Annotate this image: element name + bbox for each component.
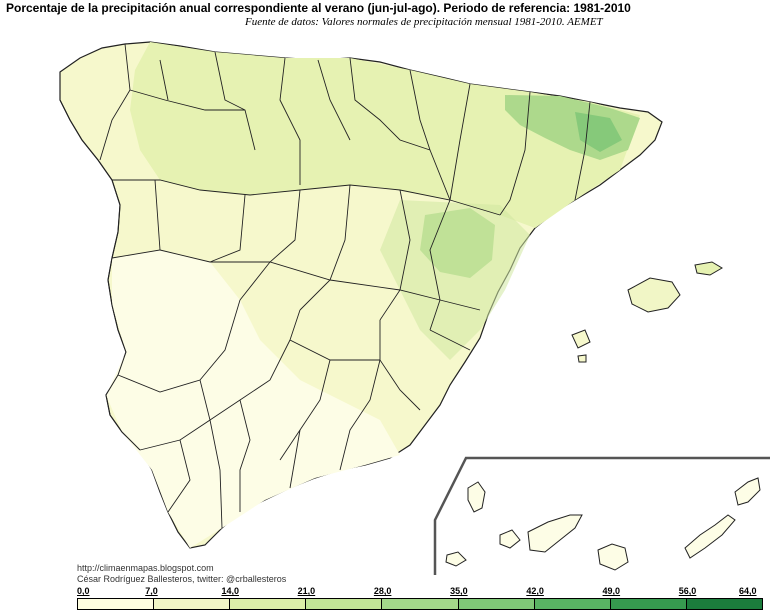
- province-borders: [99, 43, 591, 529]
- legend-tick-label: 0,0: [77, 586, 90, 596]
- legend-swatch: [610, 599, 687, 609]
- legend-swatch: [382, 599, 459, 609]
- legend-tick-label: 56,0: [678, 586, 697, 596]
- la-palma: [467, 481, 486, 513]
- legend-tick-label: 28,0: [373, 586, 392, 596]
- legend-swatch: [306, 599, 383, 609]
- zone-mid-north: [130, 42, 640, 228]
- zone-highest-pyrenees: [575, 112, 622, 152]
- map-title: Porcentaje de la precipitación anual cor…: [6, 1, 631, 15]
- legend-tick-label: 64,0: [739, 586, 757, 596]
- legend-swatch: [230, 599, 307, 609]
- el-hierro: [445, 551, 467, 567]
- ibiza: [571, 329, 591, 349]
- canary-islands: [445, 477, 761, 571]
- legend-tick-label: 14,0: [221, 586, 239, 596]
- lanzarote: [734, 477, 761, 506]
- spain-mainland: [59, 41, 663, 549]
- menorca: [694, 261, 723, 276]
- gran-canaria: [597, 543, 629, 571]
- legend-tick-label: 49,0: [602, 586, 621, 596]
- zone-mid-east: [380, 200, 530, 360]
- portugal-border: [59, 99, 141, 451]
- legend-swatch: [458, 599, 535, 609]
- credit-url: http://climaenmapas.blogspot.com: [77, 563, 214, 573]
- credit-author: César Rodríguez Ballesteros, twitter: @c…: [77, 574, 287, 584]
- legend-tick-label: 7,0: [145, 586, 158, 596]
- fuerteventura: [684, 514, 736, 559]
- formentera: [577, 354, 587, 363]
- legend-swatch: [686, 599, 762, 609]
- legend-swatch: [154, 599, 231, 609]
- balearic-islands: [571, 261, 723, 363]
- map-subtitle: Fuente de datos: Valores normales de pre…: [245, 16, 603, 28]
- legend-tick-label: 42,0: [526, 586, 544, 596]
- legend-tick-label: 35,0: [450, 586, 468, 596]
- la-gomera: [499, 529, 521, 549]
- mallorca: [627, 277, 681, 313]
- zone-very-low-southwest: [106, 250, 400, 548]
- legend-tick-label: 21,0: [297, 586, 316, 596]
- tenerife: [527, 514, 583, 553]
- legend-swatch: [78, 599, 155, 609]
- legend-colorbar: [77, 598, 763, 610]
- legend-swatch: [534, 599, 611, 609]
- canary-inset-frame: [433, 456, 770, 575]
